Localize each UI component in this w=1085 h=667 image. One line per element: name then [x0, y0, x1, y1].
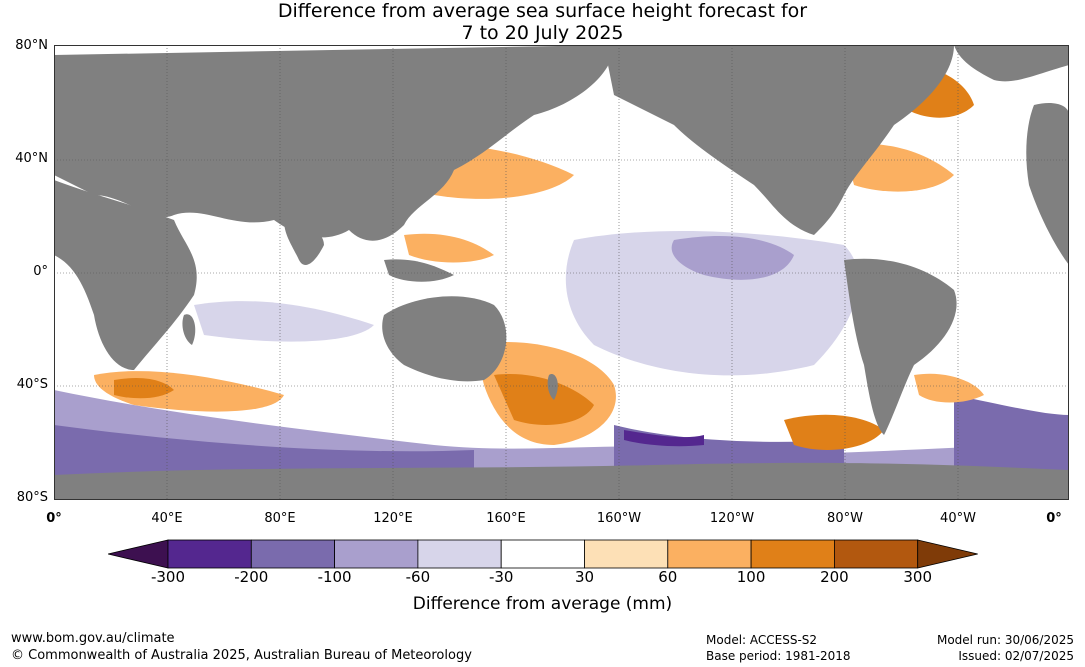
west-pacific-positive [404, 233, 494, 263]
lat-label-80s: 80°S [16, 490, 48, 505]
lat-label-40n: 40°N [15, 151, 48, 166]
colorbar-over-arrow [917, 539, 978, 569]
north-america [604, 45, 954, 235]
lon-label-120e: 120°E [373, 511, 413, 526]
colorbar-segment [334, 539, 419, 569]
colorbar-tick-label: 200 [820, 568, 849, 586]
colorbar-segment [834, 539, 919, 569]
southern-ocean-strong-negative-atlantic [954, 395, 1069, 485]
lon-label-80w: 80°W [827, 511, 863, 526]
madagascar [182, 314, 196, 345]
greenland [954, 45, 1069, 82]
lat-label-40s: 40°S [16, 377, 48, 392]
lon-label-0-east: 0° [1046, 511, 1062, 526]
south-pacific-positive [784, 414, 884, 450]
colorbar-tick-label: 60 [658, 568, 678, 586]
eurasia [54, 45, 614, 241]
colorbar-segment [250, 539, 336, 569]
map-frame [54, 45, 1069, 500]
map-title-line-1: Difference from average sea surface heig… [277, 0, 808, 22]
footer-model: Model: ACCESS-S2 [706, 633, 818, 647]
colorbar-under-arrow [108, 539, 169, 569]
colorbar-segment [500, 539, 585, 569]
colorbar-tick-label: 30 [574, 568, 595, 586]
colorbar-tick-label: -60 [405, 568, 431, 586]
map-title-line-2: 7 to 20 July 2025 [461, 22, 624, 44]
graticule [54, 45, 1069, 500]
indian-ocean-negative [194, 301, 374, 342]
footer-model-run: Model run: 30/06/2025 [936, 633, 1074, 647]
new-zealand [547, 374, 558, 400]
lon-label-80e: 80°E [264, 511, 296, 526]
land-masses [54, 45, 1069, 500]
europe-africa-east-edge [1026, 103, 1069, 265]
footer-base-period: Base period: 1981-2018 [706, 649, 851, 663]
colorbar-tick-label: -100 [317, 568, 352, 586]
colorbar-tick-label: -30 [488, 568, 514, 586]
south-atlantic-positive [914, 373, 984, 403]
lon-label-160e: 160°E [486, 511, 526, 526]
colorbar-segment [167, 539, 252, 569]
australia [382, 296, 507, 382]
lat-label-0: 0° [33, 264, 48, 279]
south-america [844, 258, 957, 435]
footer-issued: Issued: 02/07/2025 [958, 649, 1074, 663]
sea-surface-height-map [54, 45, 1069, 500]
colorbar-segment [584, 539, 669, 569]
tasman-strong-positive [494, 374, 594, 425]
colorbar-segment [750, 539, 835, 569]
lon-label-40e: 40°E [151, 511, 183, 526]
agulhas-strong-positive [114, 378, 174, 399]
central-pacific-negative [671, 235, 794, 280]
africa [54, 180, 197, 370]
colorbar [108, 539, 978, 569]
footer-copyright: © Commonwealth of Australia 2025, Austra… [11, 648, 472, 663]
colorbar-segment [417, 539, 502, 569]
colorbar-tick-label: 100 [736, 568, 766, 586]
colorbar-label: Difference from average (mm) [412, 594, 673, 614]
lon-label-0-west: 0° [46, 511, 62, 526]
lon-label-120w: 120°W [709, 511, 755, 526]
footer-url: www.bom.gov.au/climate [11, 631, 175, 646]
pacific-min-patch [624, 430, 704, 447]
lat-label-80n: 80°N [15, 38, 48, 53]
colorbar-tick-label: -200 [234, 568, 269, 586]
colorbar-tick-label: -300 [150, 568, 186, 586]
lon-label-40w: 40°W [940, 511, 976, 526]
antarctica [54, 462, 1069, 500]
anomaly-patches [54, 48, 1069, 485]
india [284, 220, 324, 265]
lon-label-160w: 160°W [596, 511, 642, 526]
colorbar-segment [667, 539, 752, 569]
indonesia [384, 259, 454, 282]
colorbar-tick-label: 300 [903, 568, 932, 586]
